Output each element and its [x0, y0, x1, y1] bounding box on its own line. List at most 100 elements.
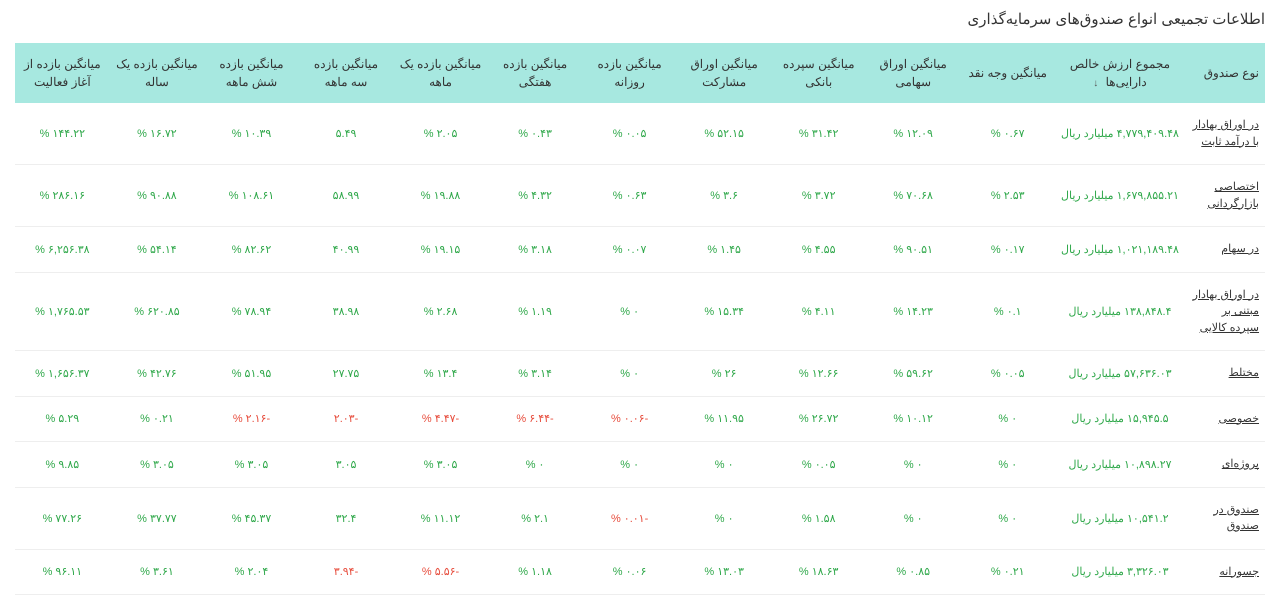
value-cell: ۴۲.۷۶ %: [110, 351, 205, 397]
value-cell: ۳۲.۴: [299, 487, 394, 549]
asset-cell: ۱۳۸,۸۴۸.۴ میلیارد ریال: [1055, 272, 1185, 351]
value-cell: ۴.۳۲ %: [488, 165, 583, 227]
value-cell: ۷۷.۲۶ %: [15, 487, 110, 549]
fund-type-cell[interactable]: مختلط: [1185, 351, 1265, 397]
value-cell: ۰.۴۳ %: [488, 103, 583, 165]
value-cell: ۳.۶ %: [677, 165, 772, 227]
table-row: خصوصی۱۵,۹۴۵.۵ میلیارد ریال۰ %۱۰.۱۲ %۲۶.۷…: [15, 396, 1265, 442]
asset-cell: ۱,۶۷۹,۸۵۵.۲۱ میلیارد ریال: [1055, 165, 1185, 227]
value-cell: ۱۳.۴ %: [393, 351, 488, 397]
value-cell: ۴۵.۳۷ %: [204, 487, 299, 549]
asset-cell: ۱۰,۸۹۸.۲۷ میلیارد ریال: [1055, 442, 1185, 488]
value-cell: ۳.۰۵ %: [110, 442, 205, 488]
value-cell: ۱.۱۹ %: [488, 272, 583, 351]
value-cell: -۲.۰۳: [299, 396, 394, 442]
value-cell: ۰.۶۳ %: [582, 165, 677, 227]
value-cell: ۰.۰۵ %: [960, 351, 1055, 397]
table-row: در اوراق بهادار مبتنی بر سپرده کالایی۱۳۸…: [15, 272, 1265, 351]
table-row: پروژه‌ای۱۰,۸۹۸.۲۷ میلیارد ریال۰ %۰ %۰.۰۵…: [15, 442, 1265, 488]
value-cell: ۲.۰۵ %: [393, 103, 488, 165]
value-cell: ۱۸.۶۳ %: [771, 549, 866, 595]
value-cell: -۰.۰۶ %: [582, 396, 677, 442]
value-cell: ۰.۱ %: [960, 272, 1055, 351]
value-cell: ۲.۱ %: [488, 487, 583, 549]
value-cell: ۰ %: [677, 487, 772, 549]
fund-type-cell[interactable]: صندوق در صندوق: [1185, 487, 1265, 549]
table-row: در اوراق بهادار با درآمد ثابت۴,۷۷۹,۴۰۹.۴…: [15, 103, 1265, 165]
table-container: اطلاعات تجمیعی انواع صندوق‌های سرمایه‌گذ…: [0, 0, 1280, 605]
fund-type-cell[interactable]: در سهام: [1185, 227, 1265, 273]
value-cell: ۱۹.۱۵ %: [393, 227, 488, 273]
table-row: اختصاصی بازارگردانی۱,۶۷۹,۸۵۵.۲۱ میلیارد …: [15, 165, 1265, 227]
value-cell: ۱۱.۹۵ %: [677, 396, 772, 442]
col-1y[interactable]: میانگین بازده یک ساله: [110, 43, 205, 103]
value-cell: ۰ %: [582, 442, 677, 488]
value-cell: ۹۶.۱۱ %: [15, 549, 110, 595]
value-cell: ۳.۶۱ %: [110, 549, 205, 595]
page-title: اطلاعات تجمیعی انواع صندوق‌های سرمایه‌گذ…: [15, 10, 1265, 28]
value-cell: ۱۱.۱۲ %: [393, 487, 488, 549]
fund-type-cell[interactable]: در اوراق بهادار با درآمد ثابت: [1185, 103, 1265, 165]
sort-indicator-icon: ↓: [1093, 76, 1098, 91]
table-row: در سهام۱,۰۲۱,۱۸۹.۴۸ میلیارد ریال۰.۱۷ %۹۰…: [15, 227, 1265, 273]
fund-type-cell[interactable]: خصوصی: [1185, 396, 1265, 442]
value-cell: ۴.۵۵ %: [771, 227, 866, 273]
value-cell: ۰.۰۵ %: [582, 103, 677, 165]
value-cell: ۳.۰۵ %: [204, 442, 299, 488]
value-cell: ۳۷.۷۷ %: [110, 487, 205, 549]
value-cell: ۰ %: [960, 487, 1055, 549]
fund-type-cell[interactable]: در اوراق بهادار مبتنی بر سپرده کالایی: [1185, 272, 1265, 351]
value-cell: ۳.۷۲ %: [771, 165, 866, 227]
col-daily[interactable]: میانگین بازده روزانه: [582, 43, 677, 103]
table-row: صندوق در صندوق۱۰,۵۴۱.۲ میلیارد ریال۰ %۰ …: [15, 487, 1265, 549]
col-net-asset[interactable]: مجموع ارزش خالص دارایی‌ها ↓: [1055, 43, 1185, 103]
col-bonds[interactable]: میانگین اوراق مشارکت: [677, 43, 772, 103]
value-cell: ۸۲.۶۲ %: [204, 227, 299, 273]
value-cell: ۵۸.۹۹: [299, 165, 394, 227]
col-cash[interactable]: میانگین وجه نقد: [960, 43, 1055, 103]
col-fund-type[interactable]: نوع صندوق: [1185, 43, 1265, 103]
value-cell: ۹.۸۵ %: [15, 442, 110, 488]
value-cell: ۱,۶۵۶.۳۷ %: [15, 351, 110, 397]
value-cell: ۱.۴۵ %: [677, 227, 772, 273]
value-cell: ۰.۸۵ %: [866, 549, 961, 595]
value-cell: ۲.۵۳ %: [960, 165, 1055, 227]
table-row: جسورانه۳,۳۲۶.۰۳ میلیارد ریال۰.۲۱ %۰.۸۵ %…: [15, 549, 1265, 595]
value-cell: ۰.۰۷ %: [582, 227, 677, 273]
value-cell: ۰.۱۷ %: [960, 227, 1055, 273]
col-6m[interactable]: میانگین بازده شش ماهه: [204, 43, 299, 103]
value-cell: ۲.۶۸ %: [393, 272, 488, 351]
table-row: مختلط۵۷,۶۳۶.۰۳ میلیارد ریال۰.۰۵ %۵۹.۶۲ %…: [15, 351, 1265, 397]
col-inception[interactable]: میانگین بازده از آغاز فعالیت: [15, 43, 110, 103]
value-cell: ۲۸۶.۱۶ %: [15, 165, 110, 227]
value-cell: ۱۰.۱۲ %: [866, 396, 961, 442]
col-equity[interactable]: میانگین اوراق سهامی: [866, 43, 961, 103]
value-cell: ۵۱.۹۵ %: [204, 351, 299, 397]
value-cell: ۲۶ %: [677, 351, 772, 397]
value-cell: ۰ %: [866, 442, 961, 488]
value-cell: ۵۹.۶۲ %: [866, 351, 961, 397]
col-deposit[interactable]: میانگین سپرده بانکی: [771, 43, 866, 103]
value-cell: ۱۰.۳۹ %: [204, 103, 299, 165]
value-cell: ۱۴۴.۲۲ %: [15, 103, 110, 165]
value-cell: ۱۵.۳۴ %: [677, 272, 772, 351]
col-weekly[interactable]: میانگین بازده هفتگی: [488, 43, 583, 103]
value-cell: ۱۴.۲۳ %: [866, 272, 961, 351]
asset-cell: ۴,۷۷۹,۴۰۹.۴۸ میلیارد ریال: [1055, 103, 1185, 165]
fund-type-cell[interactable]: پروژه‌ای: [1185, 442, 1265, 488]
value-cell: ۷۰.۶۸ %: [866, 165, 961, 227]
value-cell: ۴.۱۱ %: [771, 272, 866, 351]
value-cell: ۳.۰۵ %: [393, 442, 488, 488]
value-cell: ۲۶.۷۲ %: [771, 396, 866, 442]
col-3m[interactable]: میانگین بازده سه ماهه: [299, 43, 394, 103]
table-body: در اوراق بهادار با درآمد ثابت۴,۷۷۹,۴۰۹.۴…: [15, 103, 1265, 595]
value-cell: ۰.۲۱ %: [960, 549, 1055, 595]
fund-type-cell[interactable]: جسورانه: [1185, 549, 1265, 595]
value-cell: ۵.۴۹: [299, 103, 394, 165]
col-1m[interactable]: میانگین بازده یک ماهه: [393, 43, 488, 103]
value-cell: ۳.۰۵: [299, 442, 394, 488]
asset-cell: ۱,۰۲۱,۱۸۹.۴۸ میلیارد ریال: [1055, 227, 1185, 273]
value-cell: -۴.۴۷ %: [393, 396, 488, 442]
value-cell: ۵.۲۹ %: [15, 396, 110, 442]
fund-type-cell[interactable]: اختصاصی بازارگردانی: [1185, 165, 1265, 227]
